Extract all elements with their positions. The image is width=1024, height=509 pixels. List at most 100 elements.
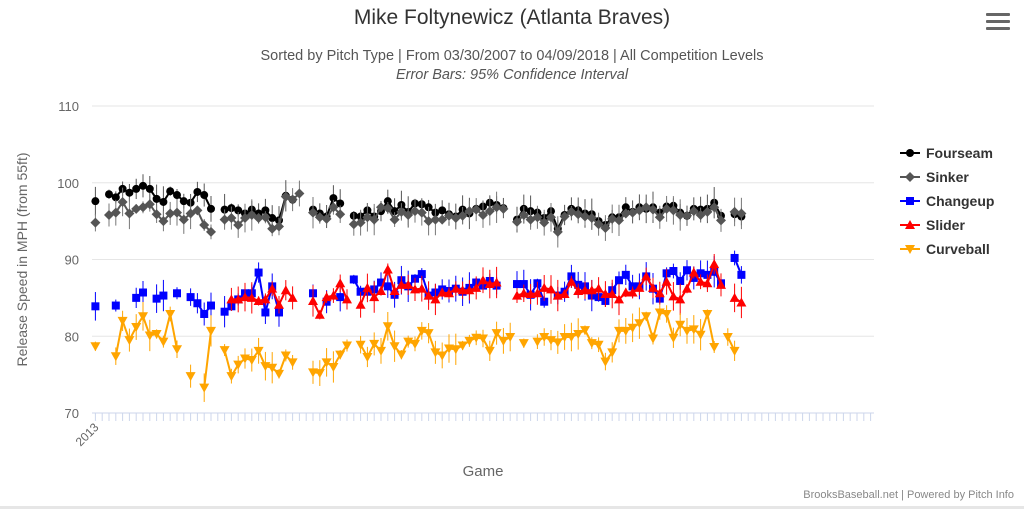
data-point	[416, 326, 427, 336]
data-point	[566, 276, 577, 286]
data-point	[675, 320, 686, 330]
data-point	[648, 334, 658, 344]
data-point	[260, 212, 271, 223]
data-point	[661, 309, 672, 319]
data-point	[430, 214, 441, 225]
data-point	[314, 212, 325, 223]
data-point	[669, 267, 678, 276]
data-point	[648, 204, 658, 215]
data-point	[498, 336, 509, 346]
x-axis-title: Game	[463, 463, 504, 480]
data-point	[654, 212, 665, 223]
data-point	[261, 206, 270, 215]
x-tick-label: 2013	[73, 420, 102, 449]
data-point	[478, 275, 488, 285]
data-point	[321, 358, 332, 368]
legend-marker	[906, 149, 914, 157]
data-point	[580, 326, 590, 336]
data-point	[192, 205, 203, 216]
data-point	[362, 282, 373, 292]
legend-label: Slider	[926, 217, 965, 233]
data-point	[438, 206, 447, 215]
data-point	[151, 209, 162, 220]
legend-item-curveball[interactable]: Curveball	[900, 241, 990, 257]
data-point	[308, 368, 318, 378]
data-point	[566, 333, 577, 343]
data-point	[614, 294, 624, 304]
data-point	[110, 352, 121, 362]
data-point	[539, 333, 550, 343]
data-point	[91, 302, 100, 311]
data-point	[152, 194, 161, 203]
data-point	[200, 309, 209, 318]
data-point	[253, 346, 264, 356]
data-point	[369, 339, 380, 349]
data-point	[159, 291, 168, 300]
data-point	[430, 294, 441, 304]
subtitle-note: Error Bars: 95% Confidence Interval	[395, 67, 629, 83]
data-point	[518, 339, 529, 349]
data-point	[321, 213, 332, 224]
data-point	[199, 219, 210, 230]
data-point	[124, 336, 135, 346]
legend-item-changeup[interactable]: Changeup	[900, 193, 994, 209]
data-point	[336, 199, 345, 208]
data-point	[111, 193, 120, 202]
data-point	[165, 309, 176, 319]
data-point	[546, 212, 556, 223]
data-point	[336, 293, 345, 302]
data-point	[390, 207, 399, 216]
data-point	[552, 338, 563, 348]
data-point	[233, 219, 244, 230]
data-point	[464, 285, 475, 295]
data-point	[335, 209, 346, 220]
data-point	[729, 292, 740, 302]
data-point	[131, 203, 142, 214]
data-point	[696, 269, 705, 278]
data-point	[593, 283, 604, 293]
legend-item-sinker[interactable]: Sinker	[900, 169, 969, 185]
data-point	[573, 329, 584, 339]
data-point	[294, 188, 305, 199]
data-point	[505, 333, 516, 343]
data-point	[512, 290, 522, 300]
data-point	[641, 312, 652, 322]
data-point	[627, 323, 638, 333]
data-point	[403, 337, 414, 347]
data-point	[145, 184, 154, 193]
data-point	[369, 214, 380, 225]
data-point	[736, 297, 747, 307]
data-point	[267, 283, 278, 293]
data-point	[342, 294, 352, 304]
data-point	[144, 199, 155, 210]
data-point	[532, 337, 543, 347]
data-point	[437, 214, 448, 225]
data-point	[186, 293, 195, 302]
data-point	[559, 211, 570, 222]
data-point	[173, 289, 181, 298]
data-point	[369, 292, 380, 302]
data-point	[730, 253, 739, 262]
data-point	[410, 284, 420, 294]
legend-item-fourseam[interactable]: Fourseam	[900, 145, 993, 161]
data-point	[416, 283, 427, 293]
data-point	[559, 289, 570, 299]
data-point	[702, 206, 713, 217]
data-point	[491, 329, 502, 339]
data-point	[165, 208, 176, 219]
data-point	[207, 301, 215, 310]
data-point	[355, 340, 366, 350]
data-point	[471, 333, 482, 343]
credits-text[interactable]: BrooksBaseball.net | Powered by Pitch In…	[803, 489, 1014, 501]
data-point	[688, 325, 699, 335]
data-point	[593, 340, 604, 350]
data-point	[539, 282, 550, 292]
data-point	[355, 217, 366, 228]
hamburger-menu-icon[interactable]	[986, 13, 1010, 35]
data-point	[614, 326, 624, 336]
data-point	[614, 215, 624, 226]
legend-item-slider[interactable]: Slider	[900, 217, 965, 233]
data-point	[702, 309, 713, 319]
data-point	[110, 207, 121, 218]
data-point	[546, 336, 556, 346]
